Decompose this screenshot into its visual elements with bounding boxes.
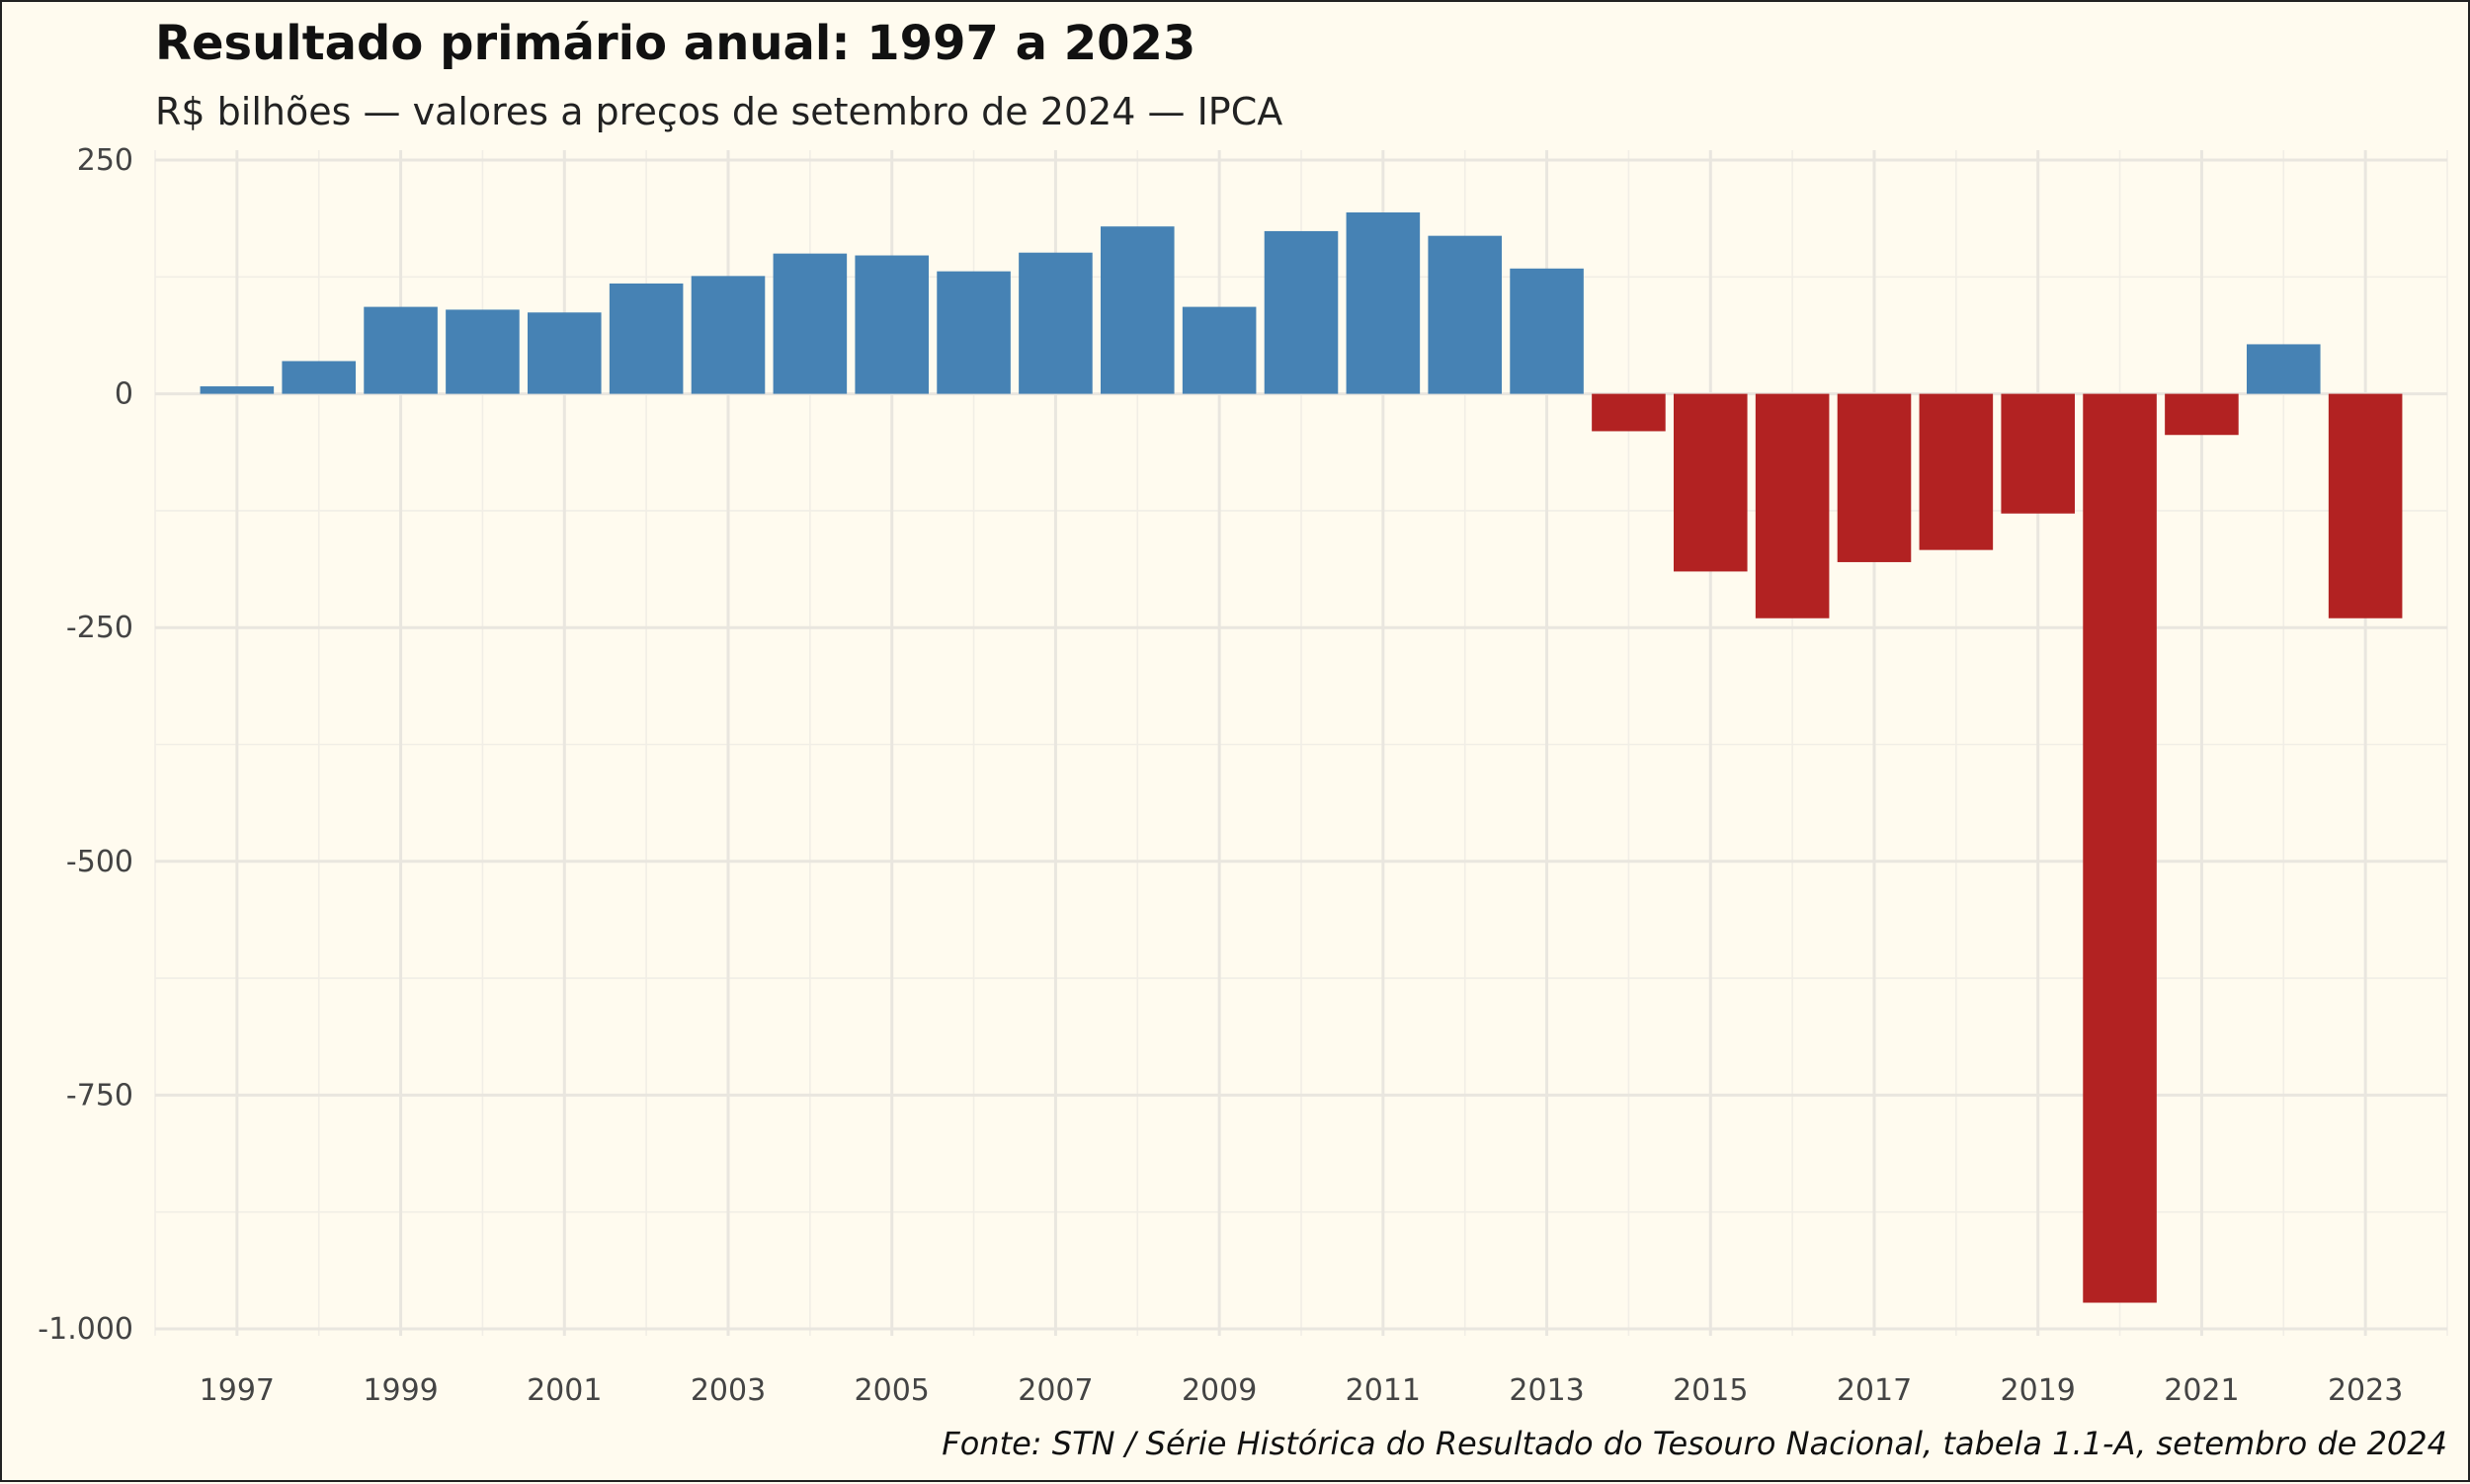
x-tick-label: 2003 [691, 1373, 766, 1408]
bar-2018 [1919, 393, 1994, 550]
y-tick-label: 250 [77, 143, 133, 178]
x-tick-label: 2017 [1837, 1373, 1912, 1408]
bar-2016 [1755, 393, 1830, 618]
y-tick-label: -750 [66, 1078, 133, 1113]
bar-2022 [2247, 344, 2321, 394]
bar-2011 [1346, 211, 1421, 394]
x-tick-label: 2007 [1018, 1373, 1093, 1408]
x-axis: 1997 1999 2001 2003 2005 2007 2009 2011 2013 2015… [200, 1373, 2404, 1408]
chart-title: Resultado primário anual: 1997 a 2023 [155, 16, 1195, 71]
x-tick-label: 2009 [1182, 1373, 1257, 1408]
bar-2003 [691, 276, 766, 394]
bar-2008 [1101, 226, 1175, 394]
bar-2017 [1837, 393, 1912, 562]
bar-2019 [2001, 393, 2075, 514]
x-tick-label: 2001 [527, 1373, 602, 1408]
bar-2014 [1592, 393, 1666, 432]
x-tick-label: 2019 [2001, 1373, 2076, 1408]
y-tick-label: -250 [66, 611, 133, 645]
bar-1999 [364, 306, 438, 394]
bar-2001 [528, 312, 602, 394]
y-tick-label: -1.000 [38, 1312, 133, 1347]
bar-2023 [2328, 393, 2403, 618]
y-tick-label: 0 [115, 377, 133, 412]
y-tick-label: -500 [66, 845, 133, 879]
x-tick-label: 1997 [200, 1373, 275, 1408]
chart-subtitle: R$ bilhões — valores a preços de setembr… [155, 90, 1282, 133]
x-tick-label: 1999 [363, 1373, 438, 1408]
x-tick-label: 2005 [855, 1373, 930, 1408]
x-tick-label: 2021 [2164, 1373, 2239, 1408]
chart-caption: Fonte: STN / Série Histórica do Resultad… [942, 1425, 2447, 1462]
bar-2010 [1264, 230, 1339, 394]
bar-2012 [1428, 235, 1502, 394]
bar-2000 [446, 309, 520, 394]
bar-2021 [2165, 393, 2239, 436]
bar-2009 [1182, 306, 1257, 394]
bar-2004 [773, 253, 848, 394]
bars [200, 211, 2403, 1303]
y-axis: 250 0 -250 -500 -750 -1.000 [38, 143, 133, 1347]
bar-1997 [200, 386, 275, 394]
bar-2015 [1674, 393, 1748, 572]
bar-2007 [1019, 252, 1093, 394]
bar-2006 [937, 271, 1011, 394]
x-tick-label: 2015 [1673, 1373, 1748, 1408]
bar-2002 [609, 283, 684, 394]
x-tick-label: 2013 [1509, 1373, 1584, 1408]
bar-2020 [2083, 393, 2157, 1303]
x-tick-label: 2023 [2328, 1373, 2403, 1408]
bar-1998 [282, 361, 356, 394]
bar-2013 [1510, 268, 1584, 394]
x-tick-label: 2011 [1346, 1373, 1421, 1408]
bar-2005 [855, 255, 929, 394]
